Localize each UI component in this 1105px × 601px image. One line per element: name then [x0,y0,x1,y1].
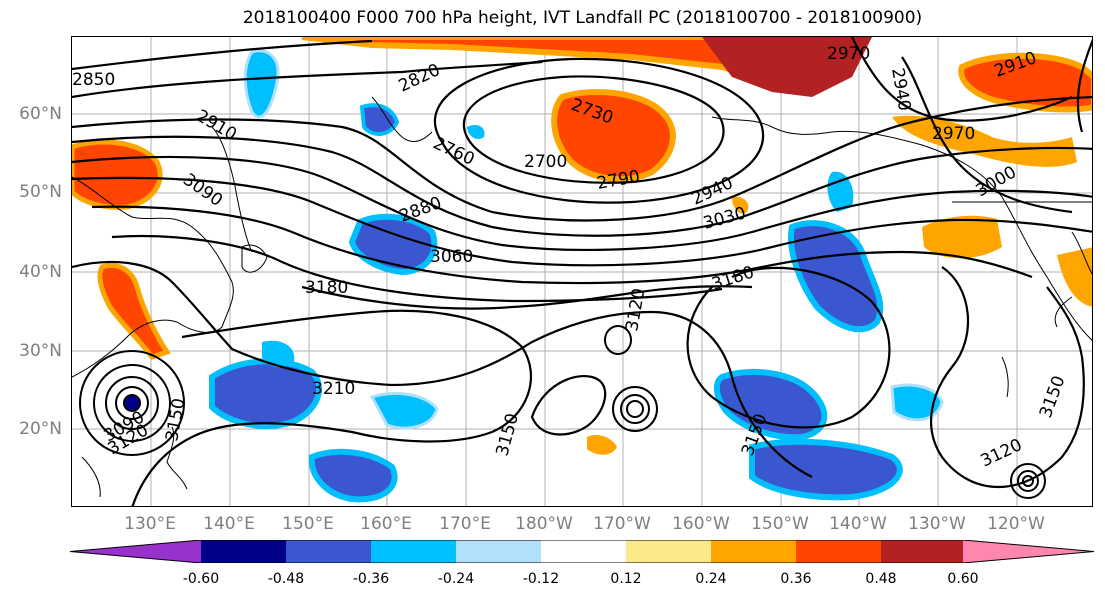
lat-label: 20°N [19,419,62,439]
colorbar-tick: 0.12 [610,571,642,587]
contour-label: 3000 [973,162,1020,201]
colorbar-tick: 0.48 [865,571,897,587]
colorbar-segment [626,540,711,563]
colorbar-segment [541,540,626,563]
lon-label: 130°E [124,514,176,534]
lon-label: 170°E [439,514,491,534]
lon-label: 130°W [908,514,966,534]
contour-label: 2820 [396,60,444,96]
colorbar-tick: 0.36 [780,571,812,587]
coastlines [72,96,1092,498]
map-canvas: 2850 2820 2730 2970 2940 2910 2910 2760 … [72,37,1092,506]
contour-label: 3060 [430,247,473,267]
contour-label: 2850 [72,70,115,90]
colorbar-segment [456,540,541,563]
lat-label: 60°N [19,104,62,124]
lat-label: 50°N [19,182,62,202]
map-panel: 2850 2820 2730 2970 2940 2910 2910 2760 … [71,36,1093,507]
colorbar-segment [201,540,286,563]
colorbar-segment [881,540,963,563]
contour-label: 3180 [709,262,756,294]
colorbar-segment [711,540,796,563]
lon-label: 140°W [829,514,887,534]
contour-label: 2910 [193,106,240,145]
lon-label: 120°W [987,514,1045,534]
map-title: 2018100400 F000 700 hPa height, IVT Land… [242,8,923,28]
contour-label: 2760 [430,133,478,169]
lon-label: 170°W [593,514,651,534]
lon-label: 150°W [751,514,809,534]
colorbar-tick: -0.48 [267,571,305,587]
cyclone-centers [79,325,1046,499]
contour-label: 3210 [312,379,355,399]
contour-label: 3150 [493,411,524,458]
colorbar-tick: -0.36 [352,571,390,587]
colorbar-tick: -0.24 [437,571,475,587]
height-contours [72,37,1092,506]
contour-label: 3150 [1036,373,1070,420]
colorbar-tick: -0.60 [182,571,220,587]
colorbar [70,540,1094,563]
colorbar-segment [286,540,371,563]
lon-label: 160°W [672,514,730,534]
colorbar-tick: 0.60 [947,571,979,587]
colorbar-segment [371,540,456,563]
lat-label: 40°N [19,262,62,282]
contour-label: 3150 [162,397,189,443]
contour-label: 3090 [179,170,226,211]
lon-label: 180°W [515,514,573,534]
colorbar-segment [70,540,201,563]
colorbar-segment [796,540,881,563]
lon-label: 160°E [360,514,412,534]
contour-label: 3180 [305,278,348,298]
colorbar-segment [963,540,1094,563]
lat-label: 30°N [19,341,62,361]
contour-label: 2970 [932,124,975,144]
contour-label: 2970 [827,44,870,64]
contour-label: 3030 [701,203,748,234]
lon-label: 140°E [203,514,255,534]
colorbar-tick: -0.12 [522,571,560,587]
positive-shading [72,37,1092,455]
colorbar-tick: 0.24 [695,571,727,587]
contour-label: 2700 [524,152,567,172]
lon-label: 150°E [282,514,334,534]
